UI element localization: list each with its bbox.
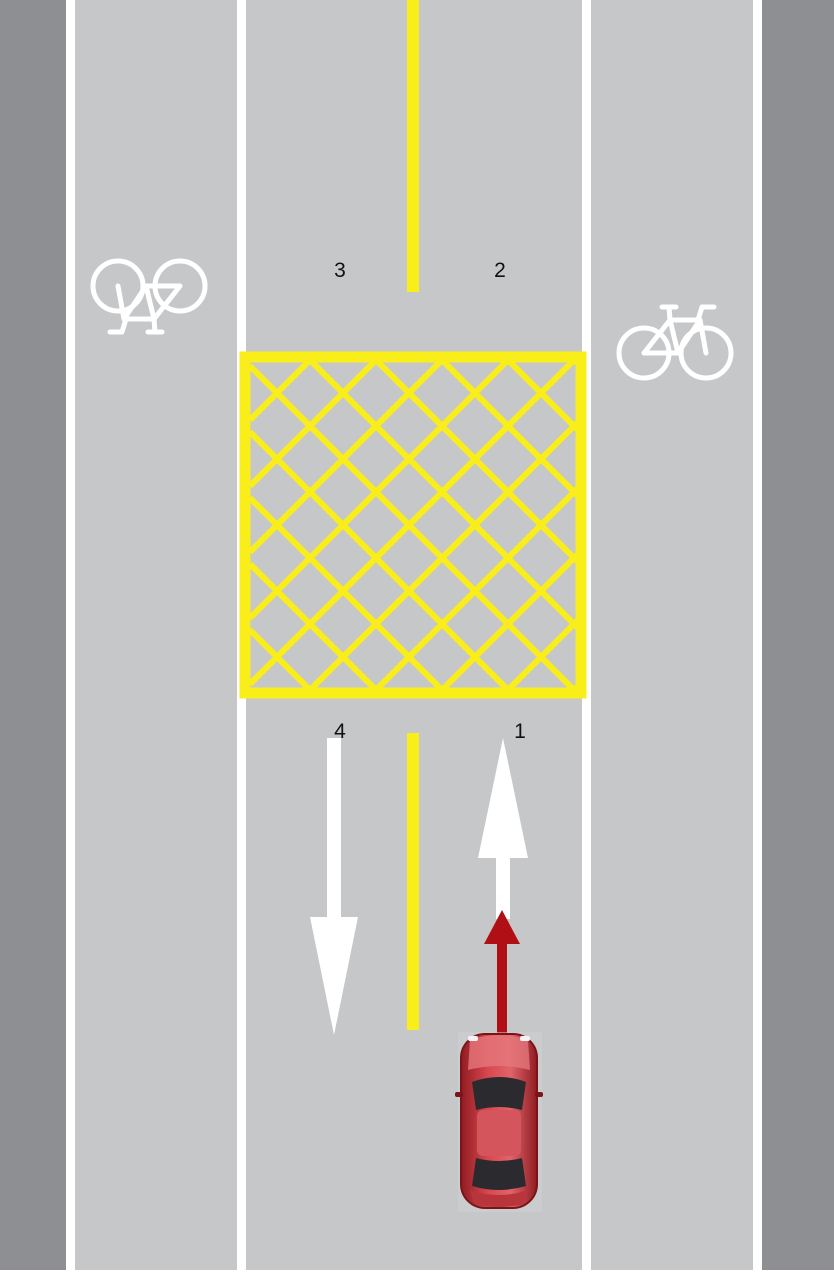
centre-line-top (407, 0, 419, 292)
label-lane-3: 3 (334, 259, 346, 282)
right-verge (762, 0, 834, 1276)
centre-line-bottom (407, 733, 419, 1030)
down-arrow-marking (310, 738, 358, 1035)
right-edge-line (753, 0, 762, 1270)
yellow-box-junction (239, 351, 587, 699)
left-edge-line (66, 0, 75, 1270)
vehicle-path-arrow (484, 910, 520, 1035)
label-lane-1: 1 (514, 720, 526, 743)
bicycle-icon-right (616, 304, 734, 381)
bottom-edge (0, 1270, 834, 1276)
up-arrow-marking (478, 738, 528, 919)
left-verge (0, 0, 66, 1276)
label-lane-2: 2 (494, 259, 506, 282)
bicycle-icon-left (90, 258, 208, 335)
label-lane-4: 4 (334, 720, 346, 743)
car-icon (455, 1032, 543, 1212)
